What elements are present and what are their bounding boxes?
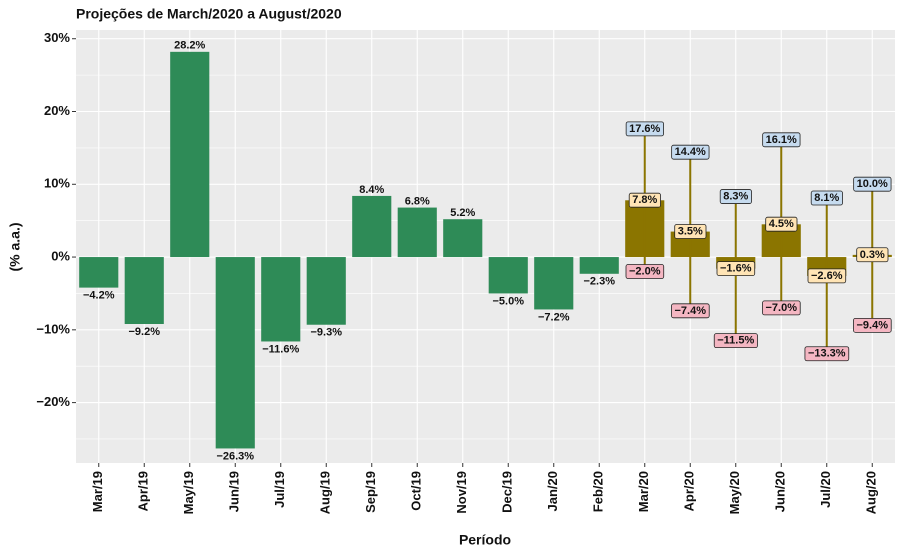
- value-label: 10.0%: [857, 178, 888, 190]
- x-tick-label: Oct/19: [409, 471, 424, 511]
- bar: [215, 257, 255, 449]
- value-label: 0.3%: [860, 249, 885, 261]
- value-label: −13.3%: [808, 348, 846, 360]
- plot-panel: [76, 30, 895, 463]
- value-label: 5.2%: [450, 207, 475, 219]
- label-box: [853, 176, 892, 192]
- x-tick-label: May/20: [727, 471, 742, 514]
- label-box: [713, 333, 758, 349]
- bar: [124, 257, 164, 325]
- x-tick-label: Nov/19: [454, 471, 469, 514]
- bar: [397, 207, 437, 258]
- bar: [488, 257, 528, 294]
- bar: [79, 257, 119, 288]
- label-box: [804, 346, 850, 362]
- bar: [534, 257, 574, 310]
- x-tick-label: Mar/20: [636, 471, 651, 512]
- value-label: 16.1%: [766, 134, 797, 146]
- x-axis-label: Período: [459, 532, 511, 548]
- label-box: [810, 190, 843, 206]
- bar: [579, 257, 619, 274]
- label-box: [671, 303, 710, 319]
- y-tick-label: 20%: [44, 103, 70, 118]
- value-label: −2.6%: [811, 270, 843, 282]
- label-box: [716, 261, 756, 277]
- value-label: 7.8%: [632, 194, 657, 206]
- value-label: −26.3%: [216, 450, 254, 462]
- value-label: −7.4%: [675, 305, 707, 317]
- x-tick-label: Dec/19: [500, 471, 515, 513]
- bar: [170, 51, 210, 258]
- x-tick-label: Jul/19: [272, 471, 287, 508]
- x-tick-label: Apr/20: [682, 471, 697, 511]
- y-tick-label: 0%: [51, 248, 70, 263]
- value-label: 28.2%: [174, 40, 205, 52]
- x-tick-label: Sep/19: [363, 471, 378, 513]
- x-tick-label: Jan/20: [545, 471, 560, 511]
- bar: [443, 219, 483, 258]
- label-box: [674, 224, 707, 239]
- label-box: [719, 189, 752, 204]
- value-label: −9.2%: [129, 326, 161, 338]
- label-box: [625, 121, 664, 137]
- value-label: −1.6%: [720, 263, 752, 275]
- value-label: −2.3%: [584, 276, 616, 288]
- label-box: [625, 264, 665, 279]
- x-tick-label: Mar/19: [90, 471, 105, 512]
- value-label: −9.4%: [857, 319, 889, 331]
- value-label: 14.4%: [675, 146, 706, 158]
- value-label: −7.0%: [766, 302, 798, 314]
- y-tick-label: −10%: [36, 321, 70, 336]
- bar: [306, 257, 346, 325]
- value-label: −11.5%: [717, 335, 754, 347]
- x-tick-label: Apr/19: [136, 471, 151, 511]
- value-label: −4.2%: [83, 290, 115, 302]
- value-label: −7.2%: [538, 311, 570, 323]
- value-label: 3.5%: [678, 225, 703, 237]
- x-tick-label: Jun/19: [227, 471, 242, 512]
- label-box: [762, 132, 801, 148]
- value-label: −9.3%: [311, 327, 343, 339]
- value-label: 8.3%: [723, 191, 748, 203]
- value-label: 8.4%: [359, 184, 384, 196]
- value-label: 8.1%: [814, 192, 839, 204]
- x-tick-label: May/19: [181, 471, 196, 514]
- bar: [261, 257, 301, 342]
- value-label: 17.6%: [629, 123, 660, 135]
- label-box: [856, 247, 889, 263]
- value-label: −2.0%: [629, 266, 661, 278]
- value-label: 4.5%: [769, 218, 794, 230]
- chart-title: Projeções de March/2020 a August/2020: [76, 6, 342, 22]
- y-tick-label: 30%: [44, 30, 70, 45]
- y-tick-label: −20%: [36, 394, 70, 409]
- y-tick-label: 10%: [44, 176, 70, 191]
- label-box: [628, 192, 661, 208]
- x-tick-label: Feb/20: [591, 471, 606, 512]
- label-box: [853, 317, 892, 333]
- label-box: [762, 300, 801, 316]
- x-tick-label: Aug/20: [864, 471, 879, 514]
- bar: [352, 195, 392, 258]
- y-axis-label: (% a.a.): [7, 222, 23, 271]
- label-box: [765, 216, 798, 232]
- value-label: −5.0%: [493, 295, 525, 307]
- x-tick-label: Jun/20: [773, 471, 788, 512]
- label-box: [807, 268, 847, 284]
- label-box: [671, 144, 710, 160]
- value-label: −11.6%: [262, 343, 299, 355]
- x-tick-label: Jul/20: [818, 471, 833, 508]
- x-tick-label: Aug/19: [318, 471, 333, 514]
- value-label: 6.8%: [405, 195, 430, 207]
